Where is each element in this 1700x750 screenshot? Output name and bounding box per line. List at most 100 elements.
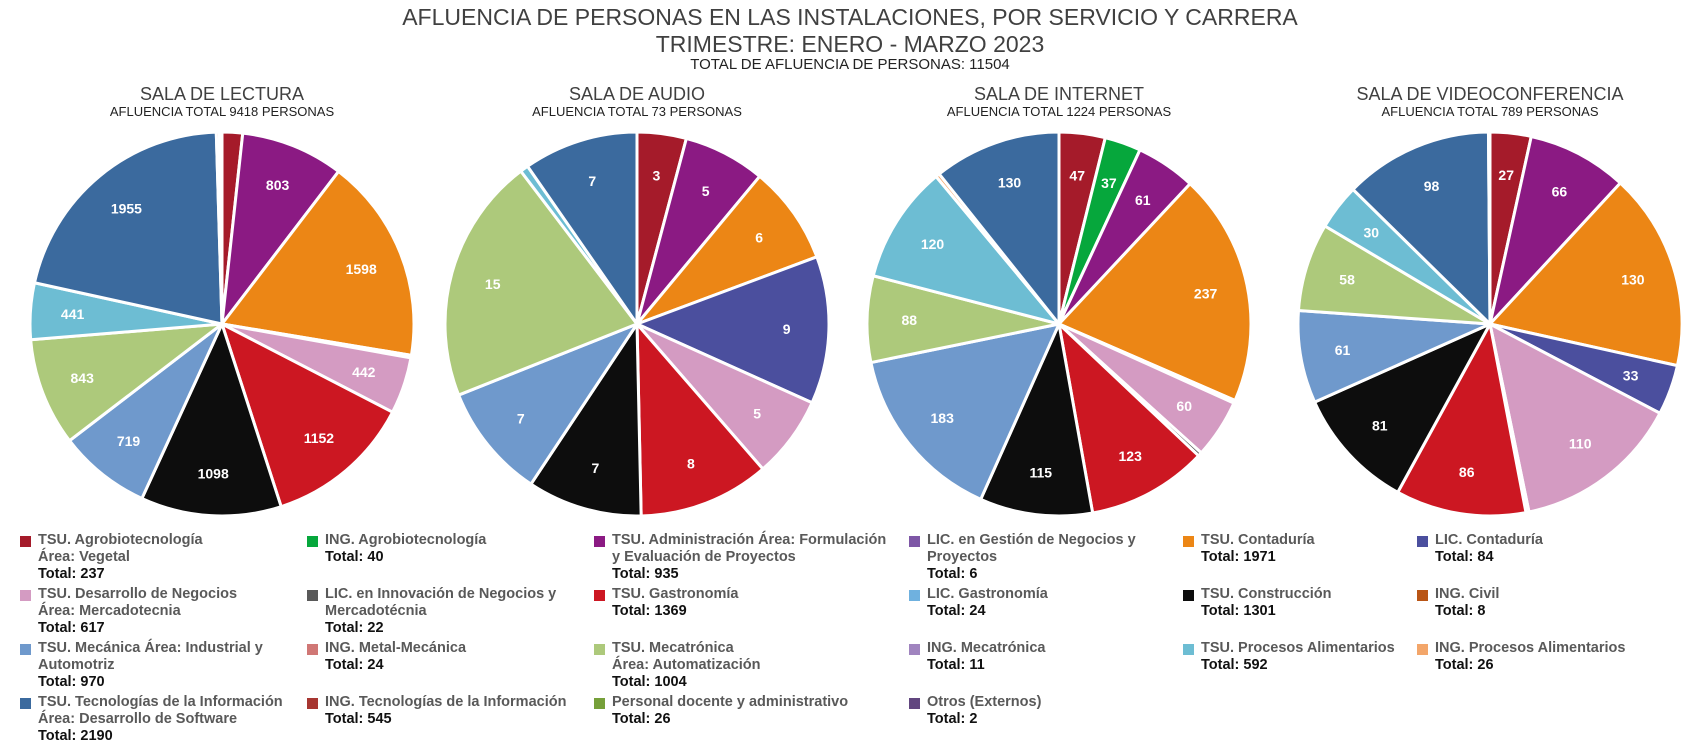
legend-total: Total: 935 <box>612 566 679 582</box>
legend-label: TSU. Mecatrónica Área: Automatización Tot… <box>612 640 902 691</box>
pie-slice-gastro <box>1396 322 1528 518</box>
legend-total: Total: 24 <box>927 603 986 619</box>
data-label: 120 <box>921 236 945 252</box>
data-label: 15 <box>485 276 501 292</box>
data-label: 98 <box>1424 178 1440 194</box>
data-label: 183 <box>931 410 955 426</box>
pie-slice-mecatronica <box>443 169 639 397</box>
chart-header: AFLUENCIA DE PERSONAS EN LAS INSTALACION… <box>0 0 1700 73</box>
legend-swatch <box>1183 590 1194 601</box>
chart-title: AFLUENCIA DE PERSONAS EN LAS INSTALACION… <box>402 4 1298 30</box>
chart-subtitle: TRIMESTRE: ENERO - MARZO 2023 <box>655 31 1045 57</box>
legend-total: Total: 970 <box>38 674 105 690</box>
legend-swatch <box>20 536 31 547</box>
legend-total: Total: 1004 <box>612 674 687 690</box>
data-label: 1598 <box>346 261 377 277</box>
legend-swatch <box>594 698 605 709</box>
data-label: 5 <box>753 405 761 421</box>
pie-slice-contaduria <box>1488 181 1684 368</box>
data-label: 442 <box>352 364 376 380</box>
data-label: 8 <box>687 456 695 472</box>
pie-slice-ti <box>526 130 639 326</box>
pie-slice-construccion <box>140 322 283 518</box>
legend-total: Total: 2 <box>927 711 978 727</box>
legend-total: Total: 24 <box>325 657 384 673</box>
pie-slice-admin <box>1488 134 1622 326</box>
pie-slice-admin <box>220 131 341 326</box>
pie-slice-gastro <box>635 322 765 518</box>
data-label: 30 <box>1364 225 1380 241</box>
pie-slice-ing_proc <box>1486 130 1492 326</box>
legend-swatch <box>594 536 605 547</box>
legend-swatch <box>20 644 31 655</box>
pie-subtitle: AFLUENCIA TOTAL 1224 PERSONAS <box>947 104 1172 119</box>
legend-swatch <box>594 644 605 655</box>
legend-label: LIC. en Gestión de Negocios y Proyectos T… <box>927 532 1217 583</box>
legend-total: Total: 617 <box>38 620 105 636</box>
pie-slice-ti <box>32 130 224 326</box>
pie-slice-construccion <box>979 322 1095 518</box>
legend-total: Total: 2190 <box>38 728 113 744</box>
legend-total: Total: 26 <box>1435 657 1494 673</box>
legend-total: Total: 22 <box>325 620 384 636</box>
legend-swatch <box>1417 536 1428 547</box>
legend: TSU. Agrobiotecnología Área: Vegetal Tota… <box>20 532 1700 747</box>
data-label: 61 <box>1135 192 1151 208</box>
data-label: 1955 <box>111 201 142 217</box>
pie-slice-ti <box>937 130 1061 326</box>
legend-swatch <box>1183 536 1194 547</box>
legend-label: ING. Agrobiotecnología Total: 40 <box>325 532 615 566</box>
pie-slice-mecanica <box>68 322 224 500</box>
legend-label: TSU. Procesos Alimentarios Total: 592 <box>1201 640 1491 674</box>
pie-slice-gastro <box>220 322 395 509</box>
legend-label: TSU. Desarrollo de Negocios Área: Mercad… <box>38 586 328 637</box>
legend-total: Total: 545 <box>325 711 392 727</box>
data-label: 88 <box>902 312 918 328</box>
legend-swatch <box>909 590 920 601</box>
legend-label: TSU. Administración Área: Formulación y … <box>612 532 902 583</box>
legend-label: TSU. Construcción Total: 1301 <box>1201 586 1491 620</box>
data-label: 7 <box>592 460 600 476</box>
pie-subtitle: AFLUENCIA TOTAL 789 PERSONAS <box>1382 104 1599 119</box>
legend-label: LIC. Contaduría Total: 84 <box>1435 532 1700 566</box>
legend-swatch <box>20 590 31 601</box>
legend-label: ING. Metal-Mecánica Total: 24 <box>325 640 615 674</box>
data-label: 7 <box>517 411 525 427</box>
data-label: 130 <box>1621 271 1645 287</box>
legend-total: Total: 1971 <box>1201 549 1276 565</box>
legend-swatch <box>307 590 318 601</box>
legend-swatch <box>307 698 318 709</box>
legend-swatch <box>1417 590 1428 601</box>
legend-label: TSU. Agrobiotecnología Área: Vegetal Tota… <box>38 532 328 583</box>
legend-total: Total: 8 <box>1435 603 1486 619</box>
legend-label: ING. Civil Total: 8 <box>1435 586 1700 620</box>
data-label: 123 <box>1119 448 1143 464</box>
legend-swatch <box>307 536 318 547</box>
chart-total: TOTAL DE AFLUENCIA DE PERSONAS: 11504 <box>690 56 1010 73</box>
legend-label: ING. Procesos Alimentarios Total: 26 <box>1435 640 1700 674</box>
data-label: 441 <box>61 306 85 322</box>
pie-slice-lic_cont <box>635 255 831 405</box>
data-label: 33 <box>1623 368 1639 384</box>
pie-title: SALA DE INTERNET <box>974 84 1144 104</box>
pie-subtitle: AFLUENCIA TOTAL 9418 PERSONAS <box>110 104 335 119</box>
pie-slice-mecanica <box>457 322 639 486</box>
legend-label: ING. Tecnologías de la Información Total:… <box>325 694 615 728</box>
pie-slice-ti <box>1351 130 1492 326</box>
data-label: 86 <box>1459 464 1475 480</box>
legend-total: Total: 6 <box>927 566 978 582</box>
data-label: 9 <box>783 321 791 337</box>
legend-total: Total: 592 <box>1201 657 1268 673</box>
legend-label: TSU. Tecnologías de la Información Área:… <box>38 694 328 745</box>
data-label: 60 <box>1176 398 1192 414</box>
pie-slice-ing_proc <box>217 130 224 326</box>
data-label: 27 <box>1498 167 1514 183</box>
legend-label: ING. Mecatrónica Total: 11 <box>927 640 1217 674</box>
pie-slice-mecanica <box>1296 309 1492 404</box>
data-label: 81 <box>1372 418 1388 434</box>
data-label: 7 <box>588 173 596 189</box>
